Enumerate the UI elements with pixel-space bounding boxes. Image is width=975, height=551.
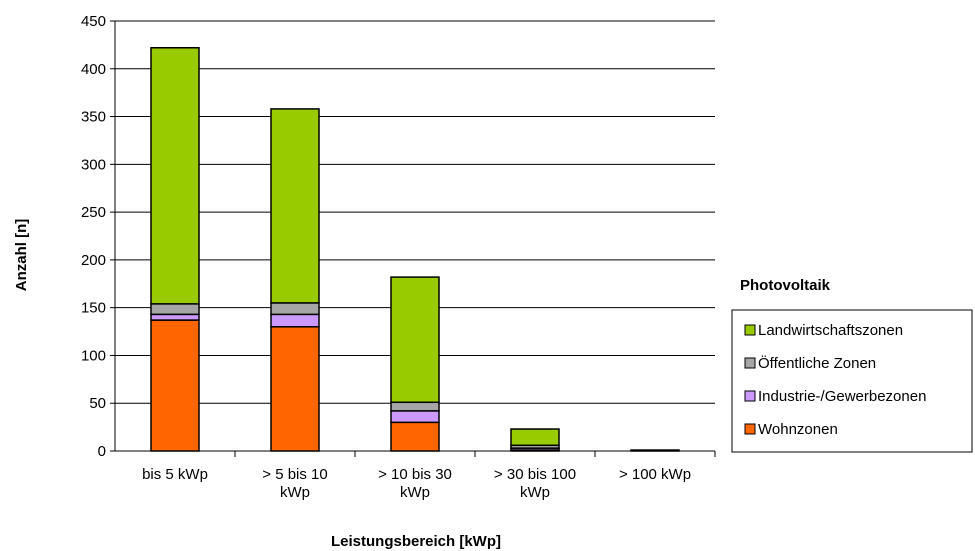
y-tick-label: 300	[81, 156, 106, 173]
bar-segment	[150, 47, 200, 305]
bar-segment	[150, 319, 200, 452]
legend-box	[731, 309, 973, 453]
x-tick-label: > 100 kWp	[619, 466, 691, 483]
legend-swatch	[744, 390, 756, 402]
legend-items: Landwirtschaftszonen Öffentliche Zonen Ind…	[744, 322, 926, 438]
axes	[114, 21, 715, 452]
legend-swatch	[744, 324, 756, 336]
bar-segment	[390, 276, 440, 404]
bar-segment	[150, 303, 200, 316]
legend-swatch	[744, 357, 756, 369]
x-tick-label: bis 5 kWp	[142, 466, 208, 483]
legend-label: Öffentliche Zonen	[758, 354, 876, 372]
x-tick-label: > 5 bis 10 kWp	[262, 466, 327, 501]
bar-segment	[390, 410, 440, 424]
x-tick-labels: bis 5 kWp > 5 bis 10 kWp > 10 bis 30 kWp > 30…	[142, 466, 691, 501]
bar-segment	[270, 313, 320, 328]
y-tick-label: 50	[89, 395, 106, 412]
legend-label: Industrie-/Gewerbezonen	[758, 388, 926, 405]
legend-label: Wohnzonen	[758, 421, 838, 438]
y-tick-label: 150	[81, 300, 106, 317]
bar-segment	[390, 401, 440, 412]
bar-segment	[270, 302, 320, 316]
y-tick-label: 450	[81, 13, 106, 30]
y-tick-labels: 0 50 100 150 200 250 300 350 400 450	[81, 13, 106, 460]
bar-segment	[270, 108, 320, 304]
legend-title: Photovoltaik	[740, 277, 831, 294]
bar-segment	[510, 428, 560, 447]
legend-label: Landwirtschaftszonen	[758, 322, 903, 339]
bar-segment	[150, 313, 200, 321]
x-tick-label: > 10 bis 30 kWp	[378, 466, 452, 501]
bar-segment	[270, 326, 320, 452]
y-tick-label: 200	[81, 252, 106, 269]
legend-swatch	[744, 423, 756, 435]
bars	[150, 47, 716, 457]
x-axis-title: Leistungsbereich [kWp]	[331, 533, 501, 550]
x-tick-label: > 30 bis 100 kWp	[494, 466, 576, 501]
y-tick-label: 350	[81, 109, 106, 126]
y-tick-label: 400	[81, 61, 106, 78]
y-tick-label: 0	[98, 443, 106, 460]
y-axis-title: Anzahl [n]	[13, 219, 30, 292]
bar-segment	[390, 421, 440, 452]
y-tick-label: 250	[81, 204, 106, 221]
y-tick-label: 100	[81, 347, 106, 364]
